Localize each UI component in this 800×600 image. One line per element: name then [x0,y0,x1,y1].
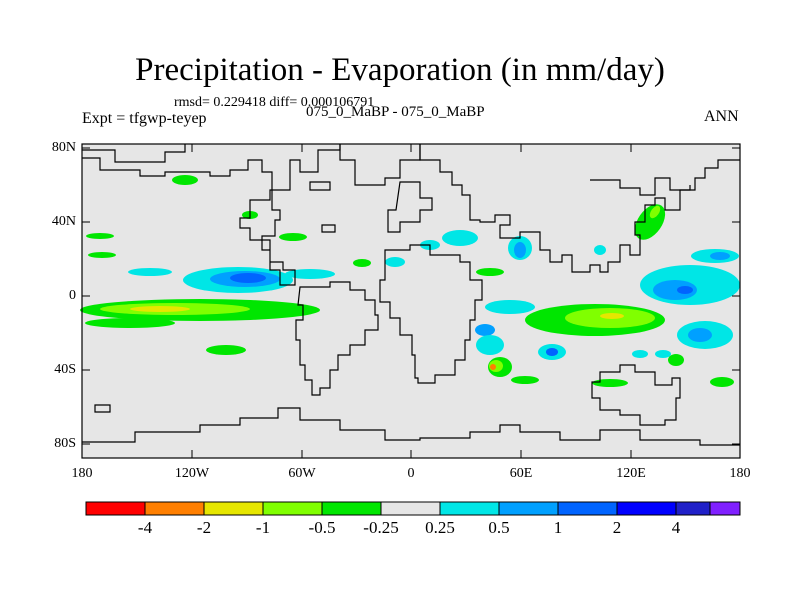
south-america-outline [295,281,379,396]
colorbar-label: -0.25 [363,518,399,537]
patch-blue [710,252,730,260]
colorbar-box-12 [709,501,741,516]
patch-green [88,252,116,258]
colorbar-label: -1 [255,518,271,537]
colorbar-label: 2 [612,518,622,537]
colorbar-label: 4 [671,518,681,537]
patch-cyan [594,245,606,255]
experiment-label: Expt = tfgwp-teyep [82,110,207,127]
lon-label: 60W [288,466,316,481]
axis-ticks [81,144,741,458]
colorbar-label: 1 [553,518,563,537]
patch-yellow [600,313,624,319]
europe-inner-outline [387,181,433,233]
patch-blue [653,280,697,300]
eurasia-outline [419,144,740,273]
lat-label: 0 [69,288,76,303]
patch-blue [514,242,526,258]
lat-label: 40N [51,214,76,229]
colorbar-label: 0.5 [488,518,510,537]
patch-blue [475,324,495,336]
colorbar-label: -2 [196,518,212,537]
patch-cyan [128,268,172,276]
north-america-outline [82,144,341,286]
lon-label: 120E [616,466,646,481]
continent-outlines [82,144,740,446]
patch-cyan [285,269,335,279]
patch-green [668,354,684,366]
colorbar-box-2 [144,501,205,516]
colorbar-box-10 [616,501,677,516]
lat-label: 80N [51,140,76,155]
season-label: ANN [704,108,739,125]
patch-cyan [476,335,504,355]
antarctica-outline [82,407,740,446]
colorbar-label: -4 [137,518,153,537]
case-label: 075_0_MaBP - 075_0_MaBP [306,104,485,120]
patch-darkblue [230,273,266,283]
colorbar-box-5 [321,501,382,516]
lon-label: 60E [509,466,533,481]
patch-cyan [632,350,648,358]
africa-outline [379,244,483,384]
patch-blue [546,348,558,356]
small-island-outline [321,224,336,233]
patch-blue [688,328,712,342]
colorbar-box-9 [557,501,618,516]
anomaly-patches [80,175,740,387]
australia-outline [591,364,681,426]
lon-label: 120W [174,466,210,481]
patch-green [592,379,628,387]
colorbar-box-8 [498,501,559,516]
greenland-outline [339,144,421,186]
map-title: Precipitation - Evaporation (in mm/day) [135,52,665,88]
colorbar-box-6 [380,501,441,516]
lat-label: 80S [54,436,76,451]
patch-green [353,259,371,267]
patch-cyan [655,350,671,358]
colorbar-box-11 [675,501,711,516]
patch-green [279,233,307,241]
colorbar-box-1 [85,501,146,516]
lon-label: 0 [407,466,415,481]
patch-cyan [385,257,405,267]
lat-label: 40S [54,362,76,377]
colorbar-box-3 [203,501,264,516]
patch-green [511,376,539,384]
colorbar-box-4 [262,501,323,516]
small-island-outline [94,404,111,413]
lon-label: 180 [729,466,751,481]
patch-cyan [485,300,535,314]
patch-green [206,345,246,355]
lon-label: 180 [71,466,93,481]
patch-darkblue [677,286,693,294]
patch-yellow [130,306,190,312]
colorbar-box-7 [439,501,500,516]
stats-text: rmsd= 0.229418 diff= 0.000106791 [174,95,375,110]
patch-green [85,318,175,328]
colorbar-label: -0.5 [308,518,336,537]
patch-green [172,175,198,185]
patch-orange [490,364,496,370]
patch-lightgreen [649,205,661,219]
patch-green [476,268,504,276]
patch-green [710,377,734,387]
colorbar-label: 0.25 [425,518,455,537]
colorbar [85,501,741,516]
east-asia-outline [590,177,691,196]
small-island-outline [309,181,331,191]
patch-green [86,233,114,239]
patch-cyan [442,230,478,246]
